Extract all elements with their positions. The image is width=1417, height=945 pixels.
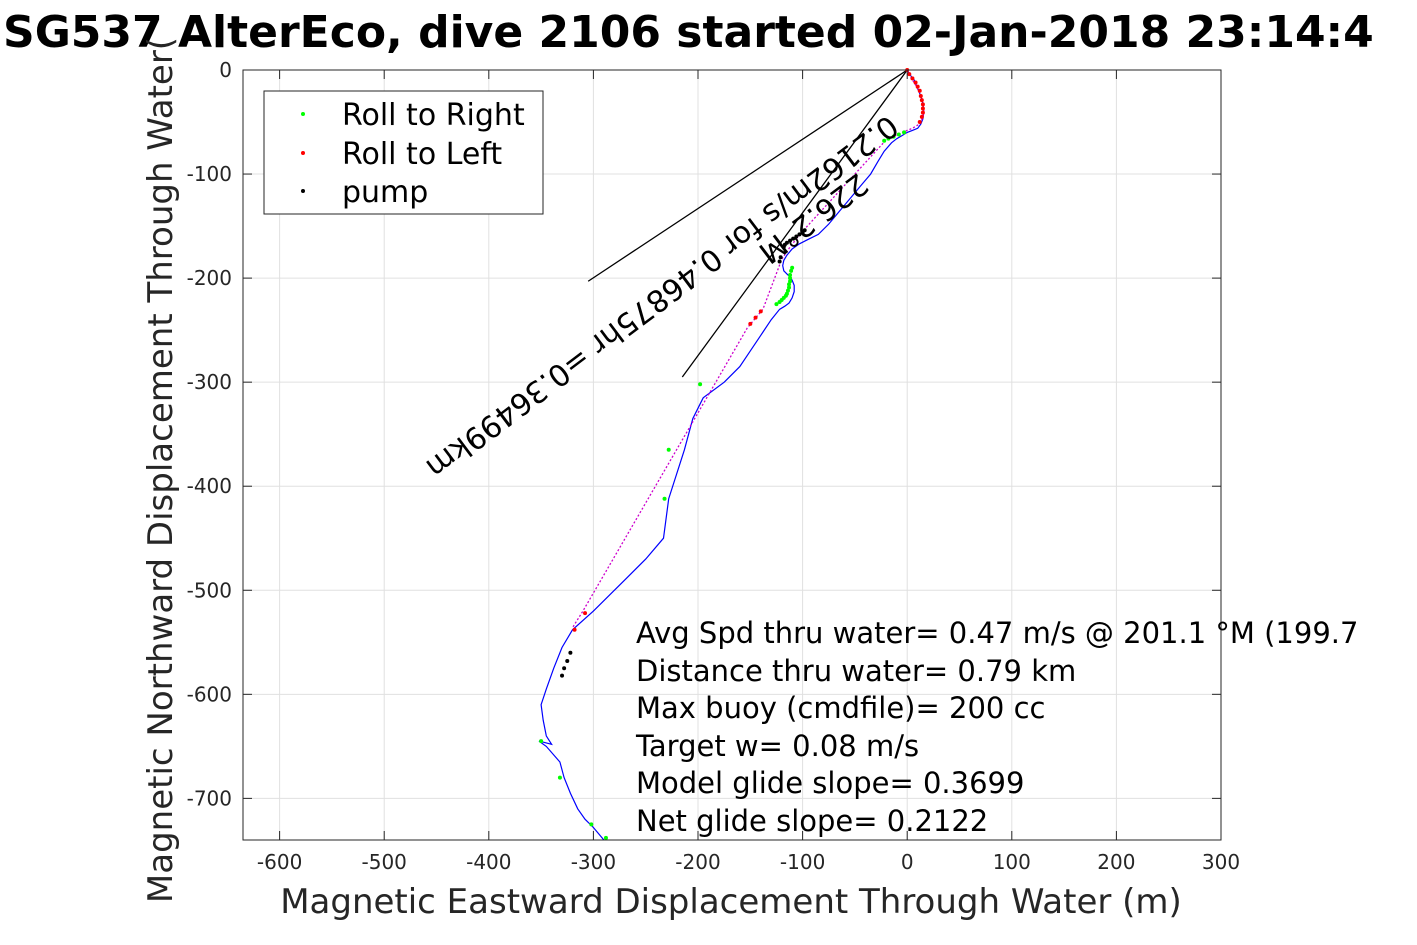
y-tick-label: -500	[187, 578, 232, 602]
data-point	[788, 238, 793, 243]
y-tick-label: 0	[219, 58, 232, 82]
data-point	[583, 611, 588, 616]
data-point	[791, 236, 796, 241]
data-point	[758, 309, 763, 314]
data-point	[777, 259, 782, 264]
heading-wedge-line	[587, 69, 908, 282]
data-point	[907, 72, 912, 77]
y-tick-label: -200	[187, 266, 232, 290]
y-tick-label: -400	[187, 474, 232, 498]
x-tick-label: -300	[571, 850, 616, 874]
data-point	[910, 76, 915, 81]
x-tick-label: -500	[362, 850, 407, 874]
legend-entry: Roll to Left	[342, 137, 502, 172]
data-point	[698, 382, 703, 387]
x-tick-label: 100	[993, 850, 1031, 874]
data-point	[557, 775, 562, 780]
data-point	[753, 315, 758, 320]
data-point	[788, 272, 793, 277]
data-point	[915, 84, 920, 89]
x-tick-label: -600	[257, 850, 302, 874]
stats-line: Max buoy (cmdfile)= 200 cc	[636, 691, 1045, 725]
data-point	[896, 132, 901, 137]
data-point	[572, 627, 577, 632]
data-point	[891, 134, 896, 139]
data-point	[919, 98, 924, 103]
series-layer	[538, 68, 925, 841]
data-point	[788, 279, 793, 284]
data-point	[560, 673, 565, 678]
stats-line: Net glide slope= 0.2122	[636, 804, 988, 838]
y-axis-label: Magnetic Northward Displacement Through …	[141, 37, 181, 903]
data-point	[802, 228, 807, 233]
legend-entry: Roll to Right	[342, 98, 525, 133]
y-tick-label: -600	[187, 682, 232, 706]
data-point	[918, 94, 923, 99]
x-axis-label: Magnetic Eastward Displacement Through W…	[280, 882, 1182, 922]
series-pump	[560, 228, 807, 678]
chart-title: SG537 AlterEco, dive 2106 started 02-Jan…	[3, 7, 1374, 58]
data-point	[666, 447, 671, 452]
x-tick-label: -100	[780, 850, 825, 874]
data-point	[748, 321, 753, 326]
data-point	[913, 80, 918, 85]
data-point	[565, 659, 570, 664]
data-point	[787, 282, 792, 287]
legend-marker	[301, 112, 305, 116]
data-point	[886, 136, 891, 141]
axes-box	[242, 69, 1222, 841]
data-point	[603, 835, 608, 840]
data-point	[920, 106, 925, 111]
x-tick-label: -400	[466, 850, 511, 874]
x-tick-label: 200	[1097, 850, 1135, 874]
x-tick-label: -200	[675, 850, 720, 874]
y-tick-label: -100	[187, 162, 232, 186]
data-point	[774, 302, 779, 307]
data-point	[794, 234, 799, 239]
data-point	[797, 232, 802, 237]
data-point	[785, 288, 790, 293]
data-point	[790, 265, 795, 270]
legend-marker	[301, 151, 305, 155]
data-point	[562, 666, 567, 671]
data-point	[787, 285, 792, 290]
data-point	[920, 110, 925, 115]
series-roll-to-left	[572, 68, 925, 632]
data-point	[902, 130, 907, 135]
data-point	[778, 255, 783, 260]
data-point	[920, 102, 925, 107]
data-point	[917, 88, 922, 93]
y-tick-label: -300	[187, 370, 232, 394]
x-tick-label: 300	[1202, 850, 1240, 874]
data-point	[882, 138, 887, 143]
heading-wedge-line	[681, 69, 908, 378]
legend-marker	[301, 189, 305, 193]
data-point	[788, 276, 793, 281]
stats-line: Model glide slope= 0.3699	[636, 766, 1024, 800]
stats-line: Avg Spd thru water= 0.47 m/s @ 201.1 °M …	[636, 616, 1358, 650]
stats-line: Distance thru water= 0.79 km	[636, 654, 1076, 688]
data-point	[789, 268, 794, 273]
data-point	[662, 496, 667, 501]
data-point	[539, 739, 544, 744]
data-point	[589, 822, 594, 827]
data-point	[777, 300, 782, 305]
legend-entry: pump	[342, 175, 428, 210]
axis-ticks: -600 -500 -400 -300 -200 -100 0 100 200 300 0 -100 -…	[187, 58, 1240, 874]
stats-line: Target w= 0.08 m/s	[635, 729, 919, 763]
data-point	[919, 114, 924, 119]
series-roll-to-right	[539, 130, 907, 840]
data-point	[568, 650, 573, 655]
y-tick-label: -700	[187, 786, 232, 810]
data-point	[784, 240, 789, 245]
data-point	[917, 120, 922, 125]
legend-box	[263, 90, 544, 215]
x-tick-label: 0	[901, 850, 914, 874]
